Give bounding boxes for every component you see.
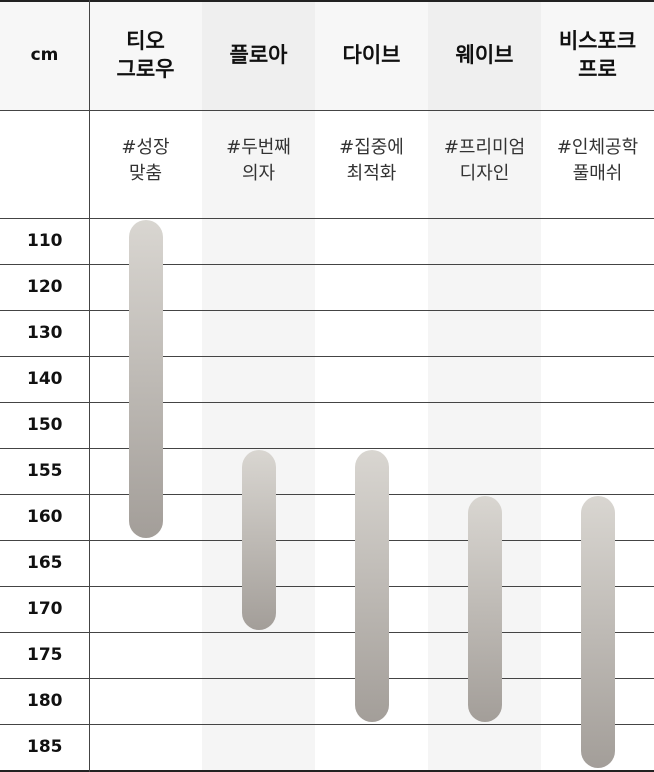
row-label: 160: [0, 494, 89, 540]
row-text: 110: [27, 231, 63, 251]
tag-line: 최적화: [346, 163, 397, 184]
name-line: 그로우: [116, 57, 175, 81]
range-bar: [354, 450, 389, 722]
product-name: 플로아: [202, 0, 315, 110]
row-line: [0, 678, 654, 679]
row-line: [0, 586, 654, 587]
header-line: [0, 218, 654, 219]
name-line: 프로: [578, 57, 617, 81]
tag-line: #프리미엄: [443, 137, 526, 158]
row-line: [0, 494, 654, 495]
row-text: 120: [27, 277, 63, 297]
tag-line: #인체공학: [556, 137, 639, 158]
tag-line: 의자: [241, 163, 276, 184]
row-text: 140: [27, 369, 63, 389]
range-bar: [580, 496, 615, 768]
header-bg: [0, 0, 654, 110]
row-label: 175: [0, 632, 89, 678]
row-text: 165: [27, 553, 63, 573]
range-bar: [128, 220, 163, 538]
tag-line: 풀매쉬: [572, 163, 623, 184]
row-label: 170: [0, 586, 89, 632]
col-bg: [202, 110, 315, 772]
row-label: 130: [0, 310, 89, 356]
tag-line: 맞춤: [128, 163, 163, 184]
row-label: 180: [0, 678, 89, 724]
row-line: [0, 632, 654, 633]
name-line: 플로아: [229, 43, 288, 67]
product-name: 웨이브: [428, 0, 541, 110]
row-line: [0, 356, 654, 357]
tag-line: #성장: [121, 137, 170, 158]
row-line: [0, 724, 654, 725]
row-line: [0, 402, 654, 403]
row-label: 185: [0, 724, 89, 770]
row-label: 155: [0, 448, 89, 494]
row-line: [0, 310, 654, 311]
col-bg: [428, 0, 541, 110]
row-line: [0, 540, 654, 541]
row-label: 140: [0, 356, 89, 402]
range-bar: [467, 496, 502, 722]
name-line: 티오: [126, 29, 165, 53]
row-text: 170: [27, 599, 63, 619]
col-bg: [202, 0, 315, 110]
row-label: 150: [0, 402, 89, 448]
row-label: 110: [0, 218, 89, 264]
row-text: 150: [27, 415, 63, 435]
row-label: 165: [0, 540, 89, 586]
tag-line: #두번째: [226, 137, 291, 158]
unit-label: cm: [0, 0, 89, 110]
bottom-line: [0, 770, 654, 772]
row-text: 175: [27, 645, 63, 665]
name-line: 비스포크: [558, 29, 637, 53]
top-line: [0, 0, 654, 2]
row-text: 185: [27, 737, 63, 757]
row-text: 130: [27, 323, 63, 343]
product-name: 다이브: [315, 0, 428, 110]
tag-line: #집중에: [339, 137, 404, 158]
row-text: 155: [27, 461, 63, 481]
unit-text: cm: [30, 45, 59, 65]
row-line: [0, 448, 654, 449]
header-line: [0, 110, 654, 111]
name-line: 웨이브: [455, 43, 514, 67]
name-line: 다이브: [342, 43, 401, 67]
row-line: [0, 264, 654, 265]
tag-line: 디자인: [459, 163, 510, 184]
row-text: 180: [27, 691, 63, 711]
row-text: 160: [27, 507, 63, 527]
range-bar: [241, 450, 276, 630]
row-label: 120: [0, 264, 89, 310]
col-divider: [89, 0, 90, 772]
